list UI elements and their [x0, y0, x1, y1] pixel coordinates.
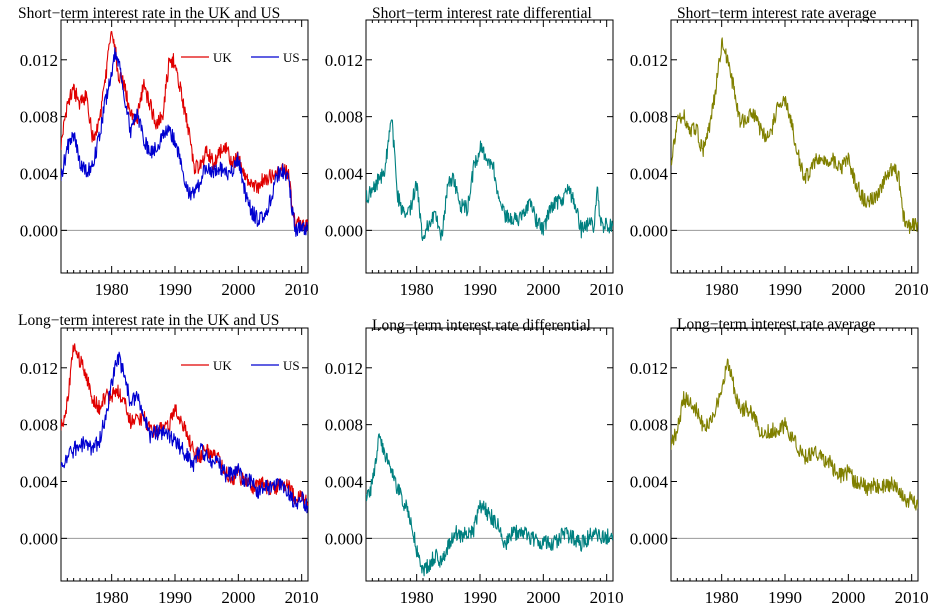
x-tick-label: 2000 — [831, 280, 865, 299]
y-tick-label: 0.012 — [630, 359, 668, 378]
y-tick-label: 0.012 — [630, 51, 668, 70]
panel-title: Long−term interest rate in the UK and US — [18, 312, 279, 329]
series-line-main — [671, 358, 918, 511]
y-tick-label: 0.012 — [20, 51, 58, 70]
y-tick-label: 0.008 — [325, 416, 363, 435]
plot-frame — [670, 19, 919, 274]
panel-title: Short−term interest rate differential — [372, 5, 592, 22]
x-tick-label: 1990 — [158, 280, 192, 299]
y-tick-label: 0.012 — [325, 359, 363, 378]
x-tick-label: 1980 — [400, 280, 434, 299]
panel-short-diff: 0.000 0.004 0.008 0.012 1980 1990 2000 2010 Shor… — [325, 5, 624, 299]
panel-short-levels: 0.000 0.004 0.008 0.012 1980 1990 2000 2010 Shor… — [18, 5, 319, 299]
series-line-uk — [61, 30, 308, 233]
legend-label: US — [283, 358, 300, 373]
panel-long-diff: 0.000 0.004 0.008 0.012 1980 1990 2000 2010 Long… — [325, 317, 624, 604]
y-tick-label: 0.012 — [325, 51, 363, 70]
y-tick-label: 0.004 — [630, 473, 669, 492]
x-tick-label: 2000 — [526, 588, 560, 604]
x-tick-label: 1990 — [463, 280, 497, 299]
x-tick-label: 1980 — [705, 280, 739, 299]
panel-title: Long−term interest rate differential — [372, 317, 591, 334]
y-tick-label: 0.000 — [630, 529, 668, 548]
y-tick-label: 0.004 — [325, 473, 364, 492]
series-line-us — [61, 351, 308, 514]
series-line-uk — [61, 343, 308, 510]
y-tick-label: 0.008 — [325, 108, 363, 127]
plot-frame — [365, 327, 614, 582]
y-tick-label: 0.004 — [630, 165, 669, 184]
x-tick-label: 2010 — [590, 588, 624, 604]
panel-short-avg: 0.000 0.004 0.008 0.012 1980 1990 2000 2010 Shor… — [630, 5, 929, 299]
panel-long-avg: 0.000 0.004 0.008 0.012 1980 1990 2000 2010 Long… — [630, 316, 929, 604]
plot-frame — [365, 19, 614, 274]
y-tick-label: 0.000 — [325, 529, 363, 548]
series-line-main — [366, 433, 613, 577]
x-tick-label: 2010 — [285, 280, 319, 299]
plot-frame — [60, 19, 309, 274]
y-tick-label: 0.000 — [20, 529, 58, 548]
y-tick-label: 0.000 — [20, 221, 58, 240]
panel-title: Short−term interest rate in the UK and U… — [18, 5, 280, 22]
x-tick-label: 1980 — [400, 588, 434, 604]
legend-label: UK — [213, 50, 232, 65]
series-line-us — [61, 47, 308, 237]
x-tick-label: 1990 — [463, 588, 497, 604]
y-tick-label: 0.008 — [630, 108, 668, 127]
x-tick-label: 1980 — [95, 588, 129, 604]
y-tick-label: 0.000 — [630, 221, 668, 240]
series-line-main — [366, 119, 613, 242]
x-tick-label: 2000 — [221, 588, 255, 604]
x-tick-label: 1990 — [158, 588, 192, 604]
legend-label: US — [283, 50, 300, 65]
x-tick-label: 2010 — [895, 588, 929, 604]
y-tick-label: 0.004 — [20, 473, 59, 492]
plot-frame — [670, 327, 919, 582]
x-tick-label: 1990 — [768, 280, 802, 299]
x-tick-label: 1980 — [705, 588, 739, 604]
y-tick-label: 0.012 — [20, 359, 58, 378]
y-tick-label: 0.008 — [20, 416, 58, 435]
panel-title: Short−term interest rate average — [677, 5, 877, 22]
panel-title: Long−term interest rate average — [677, 316, 876, 333]
x-tick-label: 2010 — [285, 588, 319, 604]
x-tick-label: 2000 — [221, 280, 255, 299]
panel-long-levels: 0.000 0.004 0.008 0.012 1980 1990 2000 2010 Long… — [18, 312, 319, 604]
x-tick-label: 2010 — [895, 280, 929, 299]
x-tick-label: 2000 — [526, 280, 560, 299]
x-tick-label: 2000 — [831, 588, 865, 604]
y-tick-label: 0.008 — [630, 416, 668, 435]
y-tick-label: 0.008 — [20, 108, 58, 127]
legend-label: UK — [213, 358, 232, 373]
plot-frame — [60, 327, 309, 582]
y-tick-label: 0.000 — [325, 221, 363, 240]
y-tick-label: 0.004 — [325, 165, 364, 184]
x-tick-label: 1980 — [95, 280, 129, 299]
y-tick-label: 0.004 — [20, 165, 59, 184]
x-tick-label: 1990 — [768, 588, 802, 604]
series-line-main — [671, 37, 918, 235]
x-tick-label: 2010 — [590, 280, 624, 299]
